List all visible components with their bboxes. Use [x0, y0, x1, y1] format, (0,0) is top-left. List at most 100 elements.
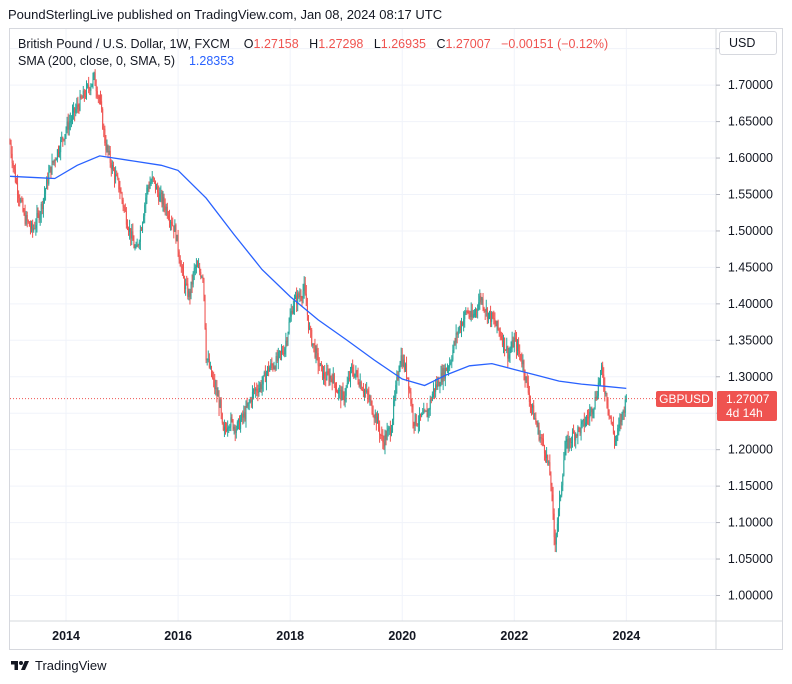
candle-body — [542, 438, 544, 446]
candle-body — [566, 439, 568, 442]
candle-body — [524, 373, 526, 381]
candle-body — [267, 366, 269, 374]
last-price-tag: 1.27007 4d 14h — [717, 390, 777, 421]
candle-body — [205, 328, 207, 361]
candle-body — [570, 442, 572, 444]
candle-body — [244, 412, 246, 420]
chart-frame[interactable] — [9, 28, 783, 650]
candle-body — [320, 363, 322, 365]
candle-body — [342, 390, 344, 394]
candle-body — [272, 365, 274, 369]
candle-body — [219, 399, 221, 408]
candle-body — [613, 433, 615, 442]
candle-body — [299, 295, 301, 297]
candle-body — [556, 523, 558, 534]
candle-body — [504, 337, 506, 350]
candle-body — [110, 162, 112, 170]
candle-body — [25, 215, 27, 224]
candle-body — [571, 431, 573, 443]
candle-body — [458, 326, 460, 331]
candle-body — [122, 199, 124, 207]
candle-body — [462, 322, 464, 326]
candle-body — [199, 266, 201, 272]
y-tick-label: 1.05000 — [728, 552, 773, 566]
candle-body — [162, 197, 164, 205]
candle-body — [174, 224, 176, 232]
candle-body — [165, 206, 167, 211]
candle-body — [319, 363, 321, 366]
candle-body — [597, 382, 599, 396]
candle-body — [517, 343, 519, 351]
candle-body — [404, 364, 406, 370]
candle-body — [184, 278, 186, 290]
candle-body — [74, 107, 76, 113]
candle-body — [538, 425, 540, 440]
candle-body — [425, 410, 427, 412]
candle-body — [79, 95, 81, 110]
candle-body — [243, 412, 245, 418]
candle-body — [208, 358, 210, 368]
candle-body — [400, 355, 402, 364]
candle-body — [298, 293, 300, 297]
candle-body — [29, 226, 31, 229]
tradingview-branding[interactable]: TradingView — [10, 658, 107, 673]
candle-body — [22, 200, 24, 212]
candle-body — [471, 310, 473, 318]
candle-body — [62, 137, 64, 140]
x-tick-label: 2024 — [612, 629, 640, 643]
candle-body — [83, 90, 85, 97]
candle-body — [525, 376, 527, 381]
candle-body — [13, 165, 15, 170]
candle-body — [443, 368, 445, 379]
candle-body — [296, 295, 298, 305]
y-tick-label: 1.60000 — [728, 151, 773, 165]
candle-body — [435, 384, 437, 392]
candle-body — [478, 302, 480, 310]
candle-body — [133, 240, 135, 248]
candle-body — [196, 265, 198, 268]
candle-body — [438, 380, 440, 387]
candle-body — [422, 413, 424, 415]
x-tick-label: 2018 — [276, 629, 304, 643]
candle-body — [117, 175, 119, 179]
candle-body — [171, 221, 173, 225]
candle-body — [98, 96, 100, 99]
candle-body — [301, 298, 303, 300]
candle-body — [152, 177, 154, 179]
candle-body — [213, 377, 215, 380]
candle-body — [210, 366, 212, 377]
candle-body — [107, 145, 109, 153]
y-tick-label: 1.45000 — [728, 260, 773, 274]
candle-body — [373, 416, 375, 419]
candle-body — [147, 186, 149, 188]
candle-body — [549, 462, 551, 476]
candle-body — [477, 309, 479, 311]
candle-body — [381, 435, 383, 437]
candle-body — [142, 222, 144, 231]
currency-button[interactable]: USD — [719, 31, 777, 55]
candle-body — [410, 391, 412, 404]
candle-body — [540, 437, 542, 439]
candle-body — [80, 95, 82, 98]
candle-body — [77, 104, 79, 107]
candle-body — [314, 344, 316, 357]
candle-body — [223, 426, 225, 431]
candle-body — [486, 308, 488, 319]
candle-body — [177, 234, 179, 252]
candlestick-series — [9, 69, 627, 553]
candle-body — [325, 378, 327, 380]
candle-body — [323, 372, 325, 379]
candle-body — [567, 439, 569, 449]
chart-legend: British Pound / U.S. Dollar, 1W, FXCM O1… — [18, 36, 608, 70]
candle-body — [284, 348, 286, 355]
candle-body — [520, 353, 522, 361]
candle-body — [528, 392, 530, 402]
candle-body — [339, 389, 341, 391]
candle-body — [237, 418, 239, 423]
candle-body — [285, 340, 287, 349]
candle-body — [321, 364, 323, 379]
candle-body — [90, 86, 92, 91]
candle-body — [460, 322, 462, 331]
candle-body — [367, 390, 369, 395]
